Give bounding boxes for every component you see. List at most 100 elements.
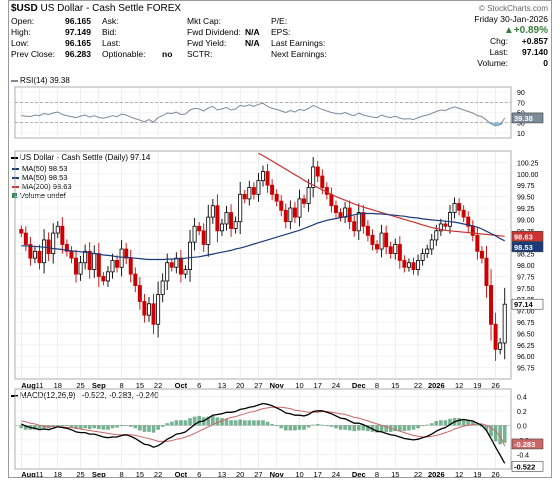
- x-tick-label: 11: [36, 381, 44, 390]
- macd-histogram-bar: [24, 425, 28, 430]
- x-tick-label: 19: [473, 381, 481, 390]
- x-tick-label: 10: [295, 381, 303, 390]
- x-tick-label: 26: [491, 470, 499, 477]
- price-tick-label: 95.75: [517, 366, 535, 373]
- candle-body: [215, 205, 220, 232]
- x-tick-label: Oct: [175, 470, 188, 477]
- macd-last-badge-text: -0.522: [514, 462, 535, 471]
- price-tick-label: 100.25: [517, 160, 539, 167]
- ma200-last-badge-text: 98.63: [514, 232, 533, 241]
- price-last-badge: [511, 298, 544, 310]
- price-tick-label: 96.75: [517, 320, 535, 327]
- candle-body: [306, 187, 311, 204]
- macd-histogram-bar: [197, 415, 201, 426]
- candle-body: [201, 230, 206, 245]
- rsi-label: RSI(14) 39.38: [11, 76, 70, 85]
- candle-body: [292, 207, 297, 218]
- candle-body: [479, 250, 484, 259]
- candle-body: [124, 248, 129, 259]
- candle-body: [484, 257, 489, 286]
- price-tick-label: 97.00: [517, 309, 535, 316]
- candle-body: [96, 253, 101, 277]
- rsi-last-badge-text: 39.38: [514, 114, 533, 123]
- candle-body: [51, 232, 56, 255]
- candle-body: [206, 216, 211, 245]
- macd-histogram-bar: [87, 425, 92, 429]
- candle-body: [105, 271, 110, 282]
- macd-histogram-bar: [315, 423, 320, 426]
- legend-ma50-a: MA(50) 98.53: [12, 164, 67, 173]
- macd-histogram-bar: [101, 425, 106, 430]
- macd-histogram-bar: [265, 421, 270, 426]
- chart-frame: $USD US Dollar - Cash Settle FOREX © Sto…: [8, 0, 552, 478]
- candle-body: [128, 257, 133, 275]
- macd-histogram-bar: [329, 425, 334, 427]
- candle-body: [64, 244, 69, 252]
- x-tick-label: 6: [197, 381, 201, 390]
- candle-body: [74, 257, 79, 275]
- macd-histogram-bar: [60, 425, 65, 427]
- candle-body: [279, 200, 284, 211]
- candle-body: [23, 232, 28, 245]
- rsi-tick-label: 30: [517, 121, 525, 128]
- legend-ma200: MA(200) 98.63: [12, 182, 72, 191]
- price-tick-label: 99.75: [517, 183, 535, 190]
- x-tick-label: 22: [154, 381, 162, 390]
- rsi-last-badge: [511, 112, 544, 124]
- macd-histogram-bar: [320, 424, 325, 426]
- macd-label: MACD(12,26,9) -0.522, -0.283, -0.240: [11, 391, 159, 400]
- candle-body: [256, 180, 261, 195]
- macd-histogram-bar: [420, 425, 425, 427]
- rsi-tick-label: 90: [517, 90, 525, 97]
- macd-histogram-bar: [156, 425, 160, 430]
- candle-body: [32, 250, 37, 259]
- macd-histogram-bar: [288, 425, 293, 431]
- legend-ma50-b: MA(50) 98.53: [12, 173, 67, 182]
- x-tick-label: 11: [36, 470, 44, 477]
- macd-histogram-bar: [493, 425, 498, 442]
- x-tick-label: 8: [375, 381, 379, 390]
- candle-body: [388, 246, 393, 254]
- candle-body: [137, 285, 142, 302]
- macd-histogram-bar: [115, 425, 119, 428]
- candle-body: [133, 273, 138, 286]
- candle-body: [498, 342, 503, 350]
- x-tick-label: Dec: [352, 381, 366, 390]
- candle-body: [261, 171, 265, 182]
- x-tick-label: 26: [491, 381, 499, 390]
- macd-histogram-bar: [55, 425, 60, 426]
- macd-histogram-bar: [83, 425, 87, 429]
- exchange: FOREX: [146, 3, 182, 14]
- x-tick-label: 15: [391, 470, 399, 477]
- macd-histogram-bar: [311, 424, 315, 426]
- x-tick-label: Oct: [175, 381, 188, 390]
- candle-body: [425, 248, 430, 254]
- macd-histogram-bar: [224, 418, 229, 426]
- ma200-last-badge: [511, 230, 544, 242]
- candle-body: [151, 303, 156, 325]
- candle-body: [238, 193, 243, 223]
- macd-tick-label: 0.2: [517, 409, 527, 416]
- x-tick-label: 8: [375, 470, 379, 477]
- x-tick-label: Sep: [92, 470, 106, 477]
- x-tick-label: 24: [332, 381, 340, 390]
- candle-body: [142, 301, 147, 316]
- candle-body: [115, 260, 120, 268]
- header-col3: Mkt Cap: Fwd Dividend: N/A Fwd Yield: N/A …: [187, 16, 260, 59]
- candle-body: [110, 260, 115, 273]
- macd-histogram-bar: [343, 425, 347, 430]
- macd-histogram-bar: [443, 420, 448, 426]
- price-tick-label: 99.00: [517, 217, 535, 224]
- macd-histogram-bar: [188, 418, 192, 426]
- candle-body: [420, 253, 425, 261]
- price-tick-label: 96.25: [517, 343, 535, 350]
- copyright: © StockCharts.com: [478, 4, 548, 13]
- macd-histogram-bar: [69, 425, 74, 428]
- macd-histogram-bar: [229, 420, 233, 426]
- macd-histogram-bar: [33, 425, 37, 430]
- candle-body: [224, 212, 229, 225]
- candle-body: [28, 244, 33, 259]
- symbol: $USD: [11, 3, 38, 14]
- candle-body: [438, 223, 443, 232]
- candle-body: [370, 234, 375, 245]
